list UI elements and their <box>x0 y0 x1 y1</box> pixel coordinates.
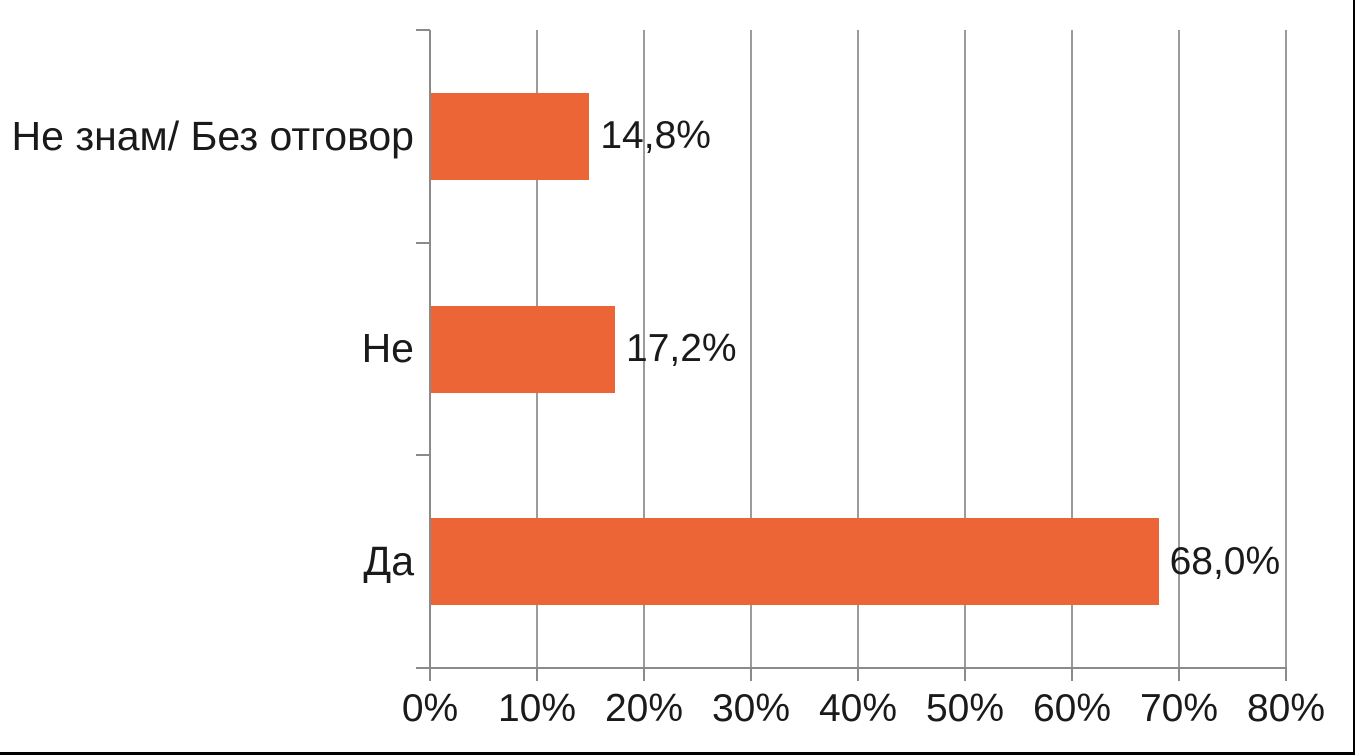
bar-value-label: 17,2% <box>626 327 737 370</box>
category-label: Не <box>361 325 414 372</box>
category-axis-tick <box>416 29 430 31</box>
gridline <box>643 30 645 668</box>
bar <box>431 92 590 180</box>
gridline <box>1071 30 1073 668</box>
x-tick-label: 80% <box>1246 687 1326 730</box>
x-axis-tick <box>536 668 538 681</box>
bar-value-label: 68,0% <box>1169 539 1281 583</box>
gridline <box>857 30 859 668</box>
x-tick-label: 10% <box>497 687 577 730</box>
x-axis-tick <box>964 668 966 681</box>
x-tick-label: 70% <box>1139 687 1219 730</box>
bar <box>431 305 616 393</box>
bar-value-label: 14,8% <box>600 114 711 158</box>
x-axis-tick <box>750 668 752 681</box>
gridline <box>1178 30 1180 668</box>
x-axis-line <box>416 667 1287 669</box>
bar <box>431 518 1159 606</box>
category-label: Не знам/ Без отговор <box>11 112 414 159</box>
x-axis-tick <box>1071 668 1073 681</box>
x-tick-label: 30% <box>711 687 791 730</box>
x-tick-label: 60% <box>1032 687 1112 730</box>
category-axis-tick <box>416 454 430 457</box>
x-tick-label: 50% <box>925 687 1005 730</box>
gridline <box>964 30 966 668</box>
gridline <box>750 30 752 668</box>
category-axis-tick <box>416 241 430 244</box>
category-label: Да <box>363 538 414 585</box>
x-axis-tick <box>1285 668 1287 681</box>
x-tick-label: 0% <box>401 687 459 730</box>
x-axis-tick <box>429 668 431 681</box>
gridline <box>1285 30 1287 668</box>
x-axis-tick <box>643 668 645 681</box>
category-axis-tick <box>416 667 430 669</box>
category-axis-line <box>429 30 431 668</box>
x-axis-tick <box>857 668 859 681</box>
x-tick-label: 40% <box>818 687 898 730</box>
x-tick-label: 20% <box>604 687 684 730</box>
x-axis-tick <box>1178 668 1180 681</box>
